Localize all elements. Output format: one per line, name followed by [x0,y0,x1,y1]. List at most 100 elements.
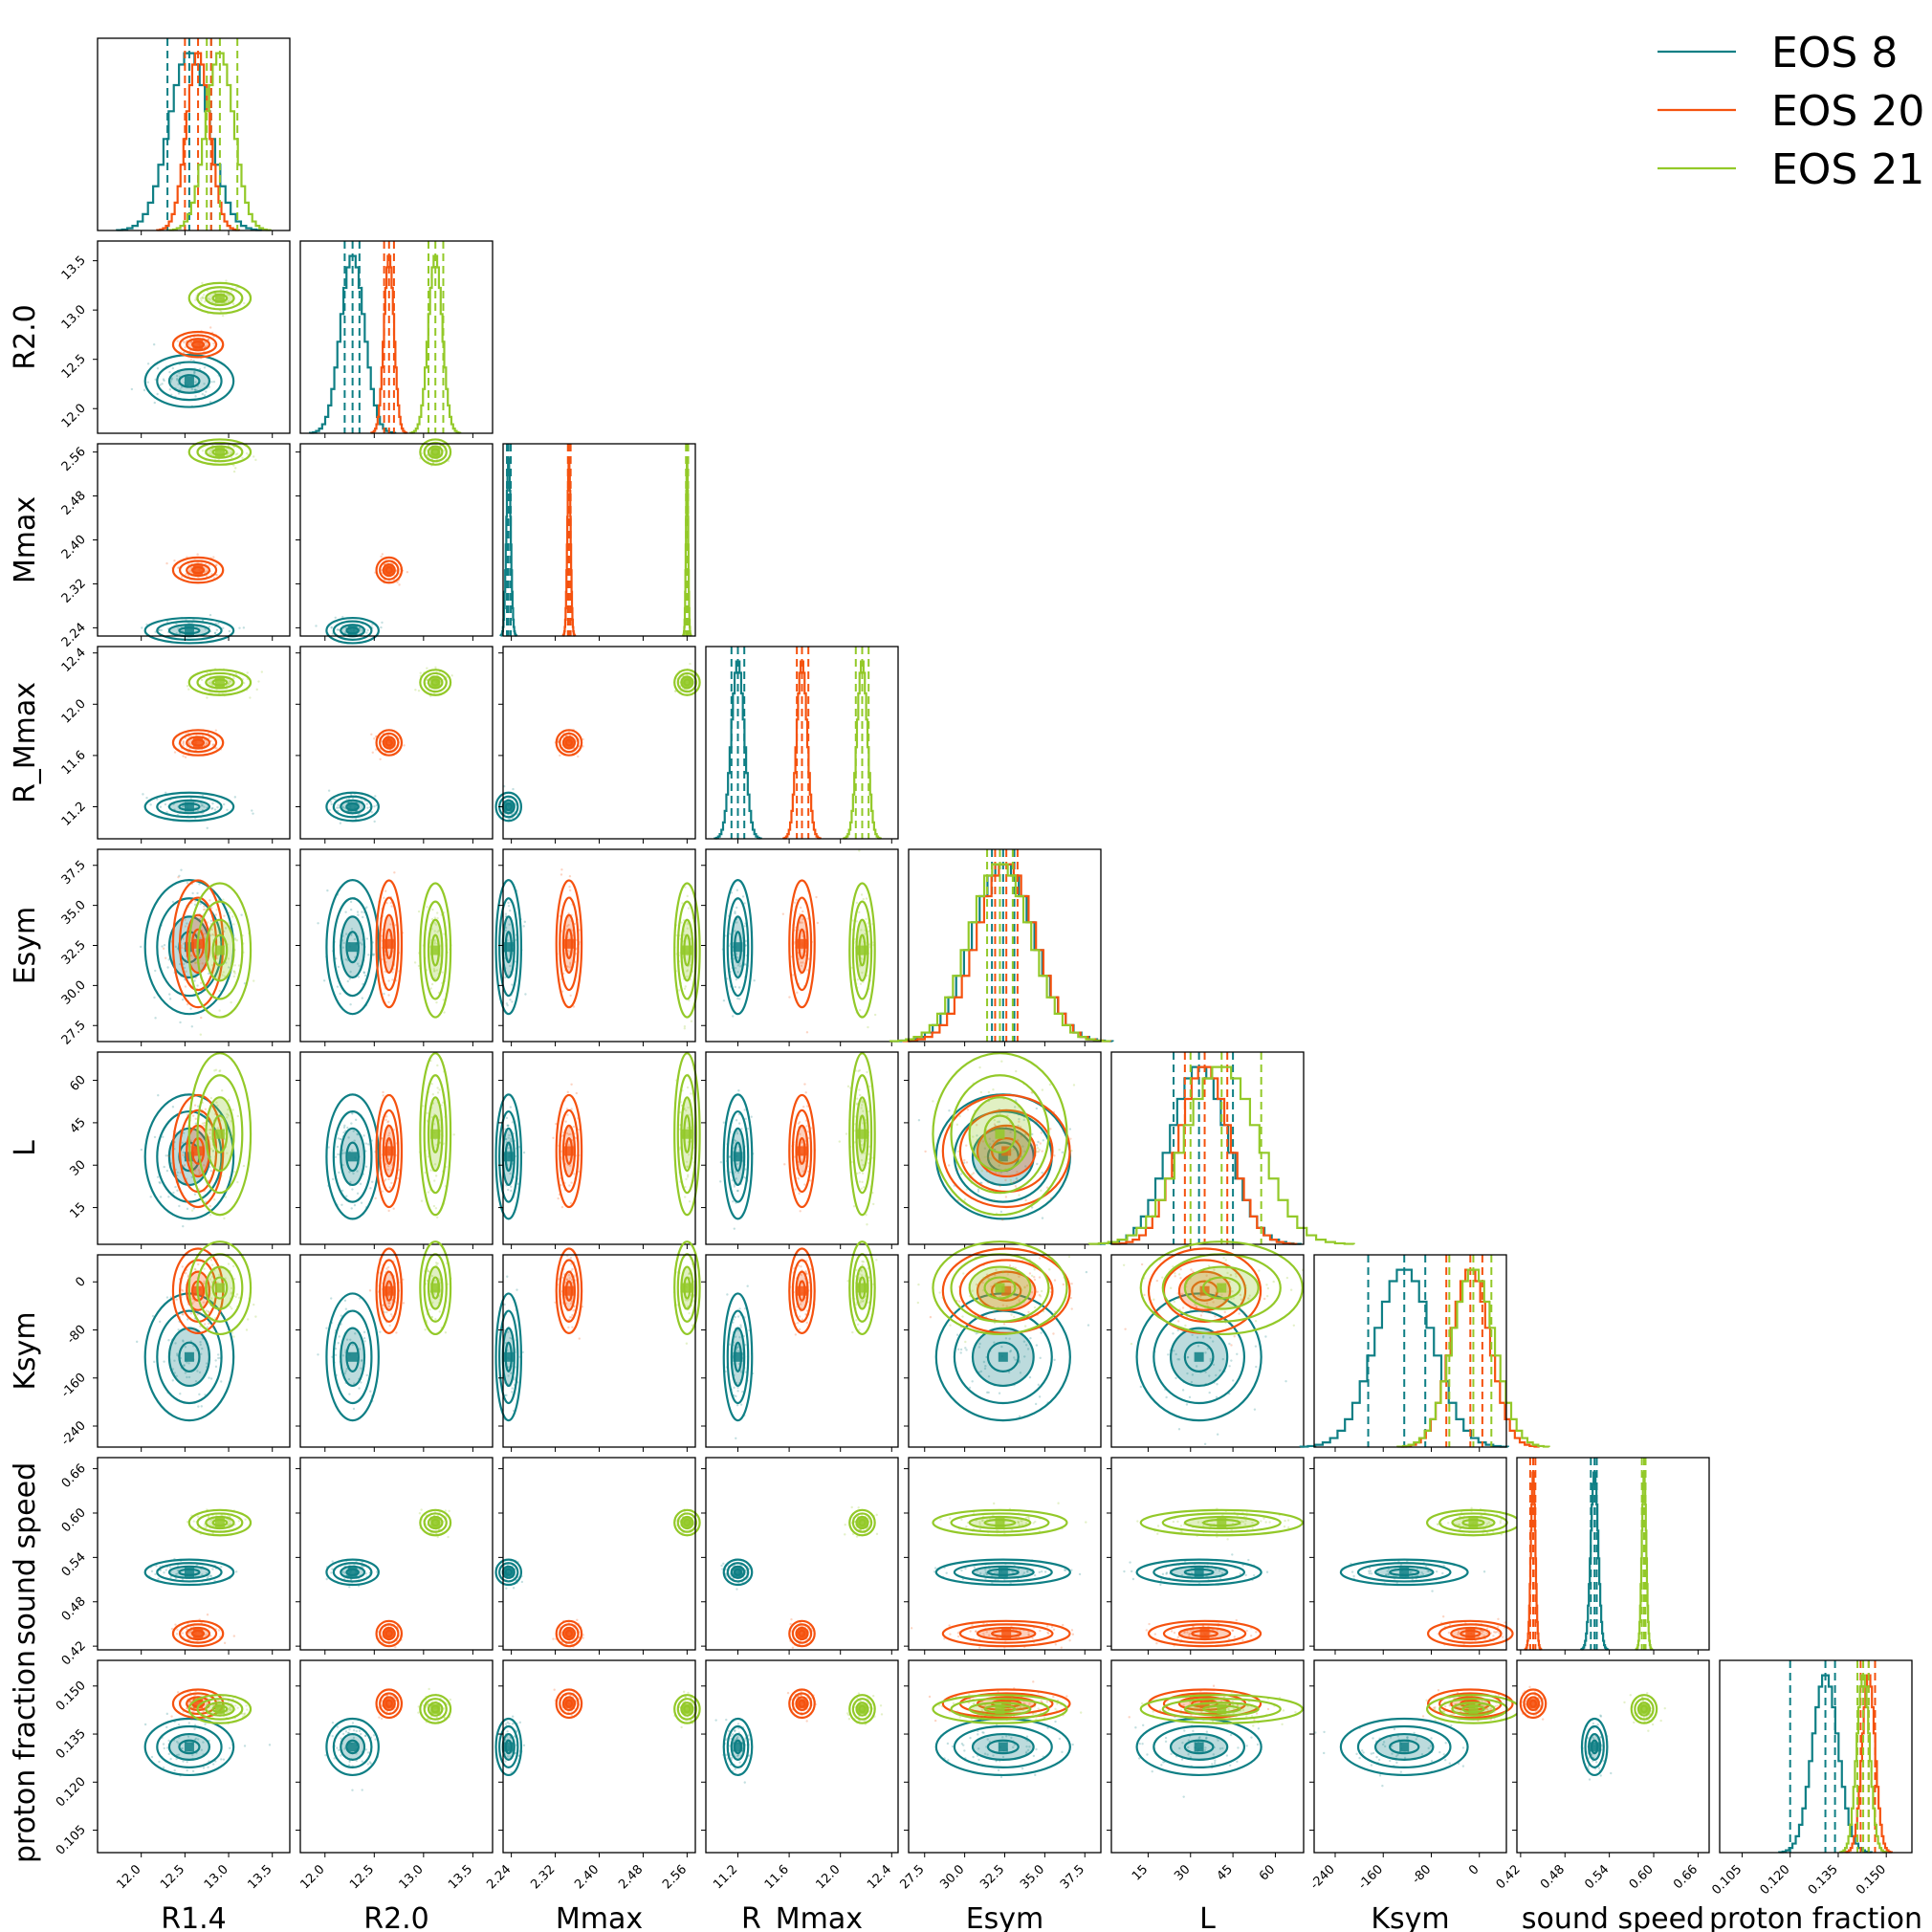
sample-point [194,1268,197,1272]
density-peak-eos-21 [214,447,225,457]
sample-point [1036,1147,1040,1150]
sample-point [166,966,169,969]
contour-eos-20-3 [379,560,400,581]
sample-point [363,974,367,977]
sample-point [734,911,736,915]
sample-point [176,379,179,382]
sample-point [178,1291,182,1295]
sample-point [959,1173,963,1175]
sample-point [182,739,185,743]
sample-point [398,583,401,586]
sample-point [188,570,191,573]
density-peak-eos-8 [184,626,194,636]
sample-point [340,1203,343,1206]
sample-point [182,742,185,745]
sample-point [858,1068,862,1072]
sample-point [1014,1185,1018,1188]
sample-point [226,808,229,811]
sample-point [1222,1256,1225,1260]
sample-point [800,906,802,910]
sample-point [213,1069,216,1072]
sample-point [242,1164,246,1168]
sample-point [739,1326,742,1328]
sample-point [209,1204,211,1208]
sample-point [194,1117,198,1120]
sample-point [1153,1298,1155,1301]
sample-point [347,797,351,801]
sample-point [795,898,798,901]
sample-point [175,623,178,626]
sample-point [181,1312,184,1316]
sample-point [964,1347,967,1350]
sample-point [569,1257,573,1260]
panel-ksym-vs-r-mmax [701,1240,899,1452]
density-peak-eos-8 [733,942,743,953]
sample-point [1049,1197,1053,1199]
sample-point [220,1380,223,1383]
sample-point [443,1011,446,1014]
sample-point [1087,1324,1090,1327]
sample-point [186,1207,189,1211]
sample-point [336,628,339,631]
sample-point [516,1288,518,1291]
sample-point [1033,1306,1037,1309]
sample-point [232,1335,235,1338]
sample-point [792,974,795,977]
density-peak-eos-21 [214,1283,225,1293]
sample-point [1000,1218,1004,1221]
sample-point [203,366,207,369]
sample-point [438,1310,441,1313]
sample-point [858,911,861,914]
sample-point [917,1118,921,1122]
sample-point [571,1326,574,1328]
sample-point [426,678,428,682]
sample-point [354,1118,358,1122]
sample-point [209,1096,213,1100]
sample-point [856,1323,860,1327]
sample-point [1230,1344,1233,1347]
sample-point [852,1205,856,1208]
sample-point [803,1183,806,1186]
sample-point [183,958,186,962]
sample-point [1030,1117,1034,1120]
sample-point [956,1198,959,1202]
density-peak-eos-20 [563,1146,574,1156]
sample-point [1179,1267,1182,1271]
sample-point [1201,1310,1204,1314]
sample-point [733,1185,736,1188]
sample-point [342,1126,346,1130]
sample-point [208,736,211,739]
sample-point [390,905,393,908]
sample-point [362,1336,366,1340]
sample-point [180,576,184,579]
sample-point [337,806,340,809]
sample-point [196,891,199,895]
density-peak-eos-8 [184,376,194,386]
sample-point [441,971,444,974]
panel-frame [97,37,291,231]
sample-point [234,1295,237,1299]
sample-point [217,1312,220,1315]
contour-eos-21-4 [419,669,452,696]
sample-point [733,1386,735,1390]
sample-point [1264,1335,1267,1338]
sample-point [1130,1342,1133,1346]
contour-eos-21-4 [187,669,252,696]
sample-point [1034,1402,1038,1406]
sample-point [1033,1276,1036,1279]
density-peak-eos-21 [857,1283,867,1293]
sample-point [677,989,681,992]
sample-point [816,921,820,925]
sample-point [149,803,152,806]
sample-point [798,1328,801,1331]
sample-point [1221,1262,1224,1265]
contour-eos-20-2 [186,338,211,352]
sample-point [859,982,863,985]
panel-background [503,849,695,1042]
sample-point [190,387,194,391]
contour-eos-20-3 [379,732,400,754]
sample-point [193,1104,197,1107]
sample-point [875,1259,878,1262]
contour-eos-21-3 [423,671,448,693]
sample-point [866,1223,868,1226]
